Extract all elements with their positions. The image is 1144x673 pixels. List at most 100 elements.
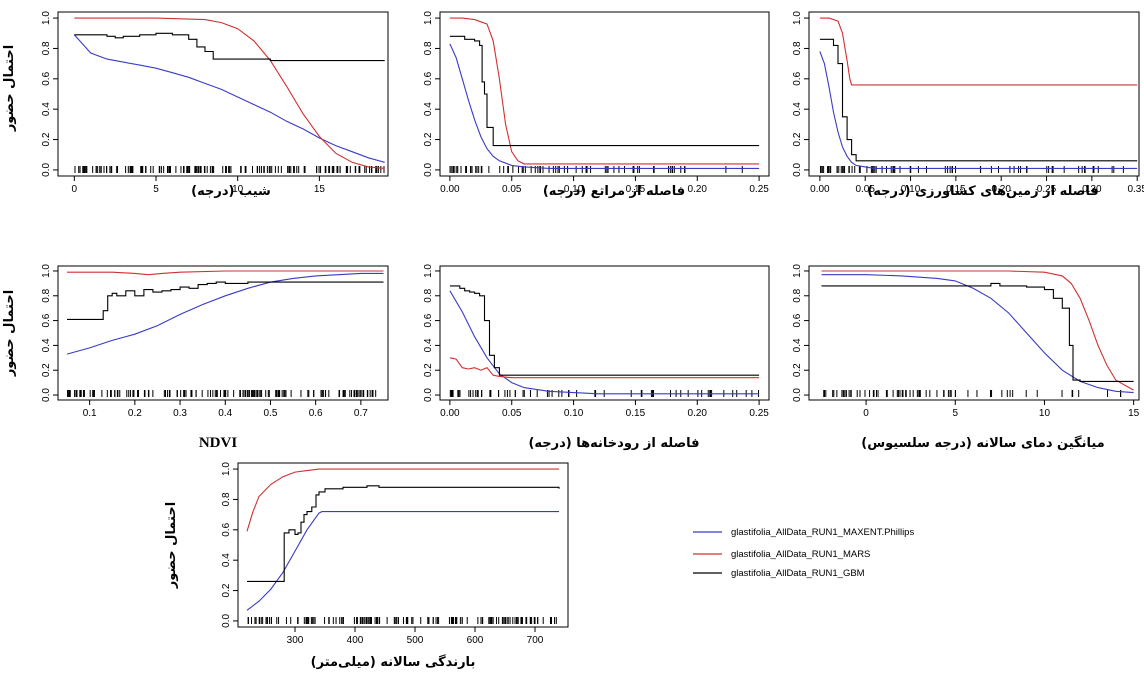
y-tick-label: 0.6	[41, 313, 52, 327]
y-tick-label: 0.6	[792, 71, 803, 85]
x-tick-label: 5	[153, 184, 159, 195]
y-tick-label: 1.0	[792, 11, 803, 25]
x-tick-label: 600	[467, 635, 484, 646]
y-axis-label: احتمال حضور	[2, 45, 17, 132]
y-tick-label: 0.8	[792, 41, 803, 55]
x-axis-label: NDVI	[199, 435, 237, 451]
y-tick-label: 0.2	[221, 583, 232, 597]
series-line-2	[819, 17, 1138, 86]
x-tick-label: 0	[863, 408, 869, 419]
x-tick-label: 0.25	[749, 408, 769, 419]
x-tick-label: 0.5	[264, 408, 278, 419]
y-tick-label: 0.2	[41, 363, 52, 377]
x-tick-label: 0.10	[901, 184, 921, 195]
x-tick-label: 0.00	[810, 184, 830, 195]
x-axis-label: فاصله از رودخانه‌ها (درجه)	[528, 436, 699, 451]
y-tick-label: 0.4	[41, 338, 52, 352]
y-tick-label: 0.6	[41, 71, 52, 85]
plot-frame	[808, 11, 1140, 177]
plot-frame	[57, 11, 389, 177]
y-tick-label: 1.0	[221, 462, 232, 476]
series-line-2	[67, 270, 384, 276]
x-tick-label: 0.3	[173, 408, 187, 419]
series-line-1	[73, 34, 385, 163]
legend-label-gbm: glastifolia_AllData_RUN1_GBM	[731, 568, 865, 579]
rug-marks	[819, 166, 1124, 173]
legend: glastifolia_AllData_RUN1_MAXENT.Phillips…	[693, 527, 914, 579]
series-line-2	[821, 270, 1134, 391]
series-line-1	[821, 274, 1134, 394]
x-tick-label: 0.10	[564, 408, 584, 419]
x-tick-label: 0.10	[564, 184, 584, 195]
series-line-3	[67, 281, 384, 320]
x-tick-label: 15	[314, 184, 326, 195]
x-tick-label: 0.7	[354, 408, 368, 419]
y-tick-label: 1.0	[423, 264, 434, 278]
y-tick-label: 0.0	[423, 163, 434, 177]
y-tick-label: 0.6	[792, 313, 803, 327]
x-tick-label: 0.00	[440, 184, 460, 195]
rug-marks	[74, 166, 385, 173]
x-tick-label: 0.25	[1037, 184, 1057, 195]
x-tick-label: 500	[407, 635, 424, 646]
series-line-1	[819, 51, 1138, 169]
x-tick-label: 0.1	[83, 408, 97, 419]
y-tick-label: 0.8	[41, 41, 52, 55]
y-tick-label: 0.8	[423, 41, 434, 55]
x-tick-label: 10	[1039, 408, 1051, 419]
x-tick-label: 0	[72, 184, 78, 195]
x-tick-label: 0.05	[502, 408, 522, 419]
x-tick-label: 700	[527, 635, 544, 646]
y-tick-label: 0.2	[792, 132, 803, 146]
series-line-3	[819, 38, 1138, 162]
y-tick-label: 0.8	[423, 288, 434, 302]
x-tick-label: 5	[952, 408, 958, 419]
series-line-1	[246, 511, 559, 611]
series-line-3	[449, 35, 760, 147]
x-tick-label: 400	[347, 635, 364, 646]
x-tick-label: 0.2	[128, 408, 142, 419]
x-tick-label: 0.6	[309, 408, 323, 419]
chart-panel-1: 0.0 0.2 0.4 0.6 0.8 1.0 0 5 10 15 شیب (درجه) احتمال…	[2, 11, 389, 199]
chart-panel-5: 0.0 0.2 0.4 0.6 0.8 1.0 0.00 0.05 0.10 0.15 0.20 0.…	[423, 264, 770, 451]
y-tick-label: 0.4	[41, 102, 52, 116]
y-tick-label: 0.2	[423, 132, 434, 146]
y-tick-label: 0.0	[792, 163, 803, 177]
plot-frame	[808, 265, 1140, 401]
y-tick-label: 0.0	[41, 163, 52, 177]
legend-label-maxent: glastifolia_AllData_RUN1_MAXENT.Phillips	[731, 527, 914, 538]
rug-marks	[823, 390, 1122, 397]
y-tick-label: 0.2	[792, 363, 803, 377]
x-tick-label: 0.4	[218, 408, 232, 419]
series-line-3	[449, 285, 760, 376]
rug-marks	[247, 617, 557, 624]
plot-frame	[237, 462, 569, 628]
series-line-1	[449, 290, 760, 395]
chart-panel-7: 0.0 0.2 0.4 0.6 0.8 1.0 300 400 500 600 700 بارندگی…	[164, 462, 569, 670]
y-tick-label: 0.8	[41, 288, 52, 302]
x-tick-label: 0.15	[946, 184, 966, 195]
x-tick-label: 0.05	[502, 184, 522, 195]
plot-frame	[57, 265, 389, 401]
rug-marks	[67, 390, 377, 397]
x-tick-label: 0.20	[688, 408, 708, 419]
x-tick-label: 0.30	[1082, 184, 1102, 195]
series-line-1	[66, 272, 384, 355]
x-tick-label: 0.15	[626, 184, 646, 195]
series-line-2	[449, 17, 760, 165]
y-tick-label: 0.0	[221, 614, 232, 628]
y-tick-label: 0.4	[792, 102, 803, 116]
x-tick-label: 0.35	[1127, 184, 1144, 195]
chart-panel-3: 0.0 0.2 0.4 0.6 0.8 1.0 0.00 0.05 0.10 0.15 0.20 0.…	[792, 11, 1144, 199]
x-axis-label: فاصله از مراتع (درجه)	[543, 184, 685, 199]
x-tick-label: 300	[287, 635, 304, 646]
y-axis-label: احتمال حضور	[2, 290, 17, 377]
y-tick-label: 0.0	[792, 388, 803, 402]
x-axis-label: بارندگی سالانه (میلی‌متر)	[311, 654, 476, 670]
y-tick-label: 1.0	[41, 11, 52, 25]
panels-group: 0.0 0.2 0.4 0.6 0.8 1.0 0 5 10 15 شیب (درجه) احتمال…	[2, 11, 1144, 670]
series-line-1	[449, 43, 760, 169]
x-tick-label: 0.05	[855, 184, 875, 195]
x-axis-label: شیب (درجه)	[191, 184, 271, 199]
